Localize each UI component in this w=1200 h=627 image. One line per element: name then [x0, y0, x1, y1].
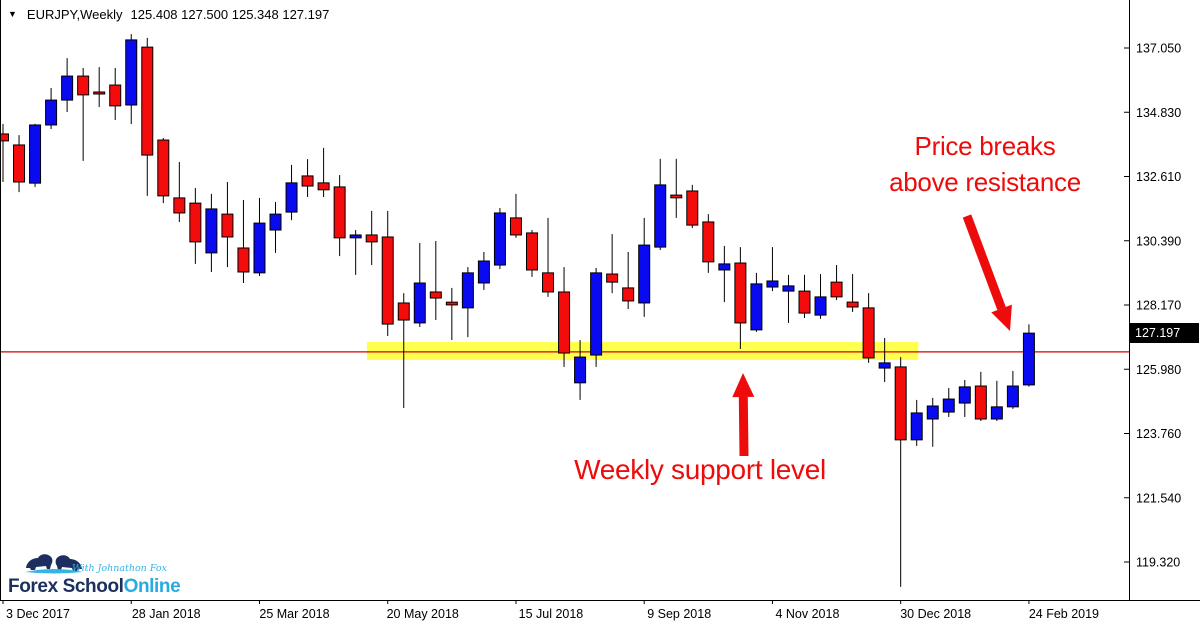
svg-text:130.390: 130.390 [1136, 234, 1181, 248]
symbol-dropdown-icon[interactable]: ▼ [8, 9, 17, 19]
chart-symbol-label: EURJPY,Weekly [26, 6, 123, 22]
svg-text:3 Dec 2017: 3 Dec 2017 [6, 607, 70, 621]
svg-text:25 Mar 2018: 25 Mar 2018 [259, 607, 329, 621]
brand-logo: With Johnathon Fox Forex SchoolOnline [8, 551, 181, 598]
svg-text:123.760: 123.760 [1136, 427, 1181, 441]
price-scale-labels: 137.050 134.830 132.610 130.390 128.170 125.9… [1124, 42, 1181, 570]
bull-bear-icon [25, 554, 83, 574]
svg-text:132.610: 132.610 [1136, 170, 1181, 184]
svg-text:9 Sep 2018: 9 Sep 2018 [647, 607, 711, 621]
svg-text:121.540: 121.540 [1136, 491, 1181, 505]
svg-text:128.170: 128.170 [1136, 299, 1181, 313]
svg-text:30 Dec 2018: 30 Dec 2018 [900, 607, 971, 621]
svg-text:20 May 2018: 20 May 2018 [387, 607, 459, 621]
breakout-arrow [962, 214, 1012, 331]
svg-text:15 Jul 2018: 15 Jul 2018 [519, 607, 584, 621]
logo-brand-accent: Online [123, 576, 181, 597]
svg-text:137.050: 137.050 [1136, 42, 1181, 56]
logo-tagline: With Johnathon Fox [72, 563, 167, 574]
support-zone-rect [366, 342, 919, 360]
current-price-badge: 127.197 [1130, 323, 1199, 343]
time-scale-labels: 3 Dec 2017 28 Jan 2018 25 Mar 2018 20 May 2… [2, 600, 1099, 621]
svg-text:24 Feb 2019: 24 Feb 2019 [1029, 607, 1099, 621]
svg-text:4 Nov 2018: 4 Nov 2018 [775, 607, 839, 621]
logo-brand: Forex SchoolOnline [8, 576, 181, 598]
chart-ohlc-values: 125.408 127.500 125.348 127.197 [130, 6, 330, 22]
annotation-breakout-line2: above resistance [889, 167, 1081, 197]
annotation-support: Weekly support level [574, 454, 826, 485]
svg-text:125.980: 125.980 [1136, 363, 1181, 377]
annotation-breakout-line1: Price breaks [914, 131, 1056, 161]
svg-text:28 Jan 2018: 28 Jan 2018 [132, 607, 201, 621]
svg-text:134.830: 134.830 [1136, 106, 1181, 120]
logo-brand-dark: Forex School [8, 576, 124, 597]
annotation-breakout: Price breaks above resistance [830, 128, 1140, 200]
svg-text:119.320: 119.320 [1136, 556, 1180, 570]
support-arrow [732, 373, 755, 457]
candles-group [0, 34, 1035, 587]
chart-title-bar: ▼ EURJPY,Weekly 125.408 127.500 125.348 12… [8, 6, 329, 22]
